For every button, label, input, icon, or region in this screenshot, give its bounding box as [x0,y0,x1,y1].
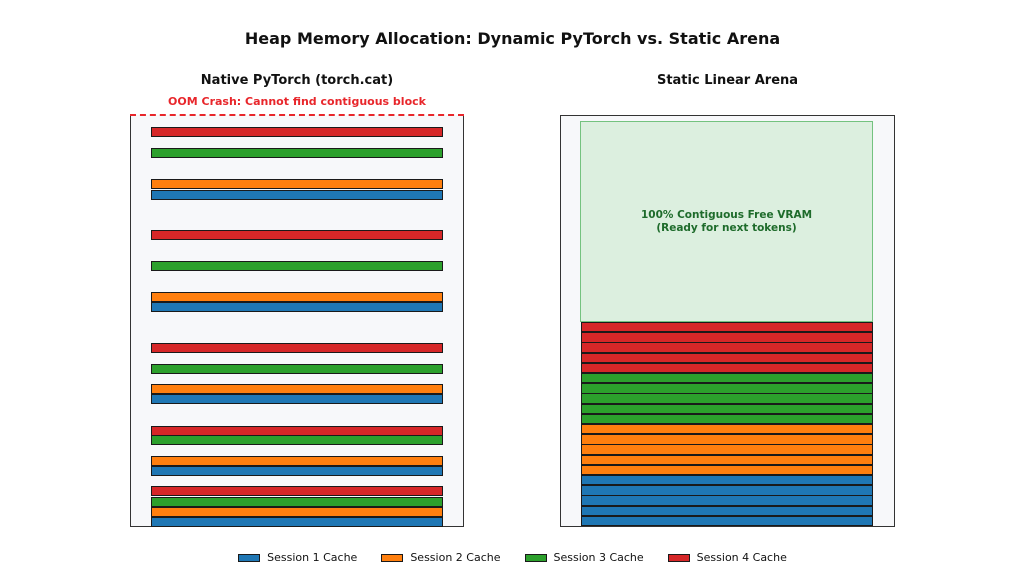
arena-block-session-3 [581,403,873,414]
legend-swatch [667,553,690,562]
legend-swatch [381,553,404,562]
free-vram-sublabel: (Ready for next tokens) [656,221,797,234]
fragmented-block-session-3 [151,148,443,158]
oom-limit-line [130,114,464,116]
fragmented-block-session-4 [151,343,443,353]
free-vram-region: 100% Contiguous Free VRAM (Ready for nex… [580,121,873,322]
fragmented-block-session-1 [151,190,443,200]
legend-label: Session 2 Cache [410,551,501,564]
arena-block-session-3 [581,393,873,404]
fragmented-block-session-1 [151,517,443,527]
right-panel-title: Static Linear Arena [656,73,799,88]
legend-item-session-1: Session 1 Cache [238,551,357,564]
fragmented-block-session-2 [151,456,443,466]
legend-swatch [524,553,547,562]
oom-crash-label: OOM Crash: Cannot find contiguous block [168,95,426,108]
figure-title: Heap Memory Allocation: Dynamic PyTorch … [244,29,781,48]
fragmented-block-session-3 [151,497,443,507]
fragmented-block-session-4 [151,127,443,137]
arena-block-session-2 [581,454,873,465]
fragmented-block-session-3 [151,435,443,445]
arena-block-session-2 [581,444,873,455]
arena-block-session-4 [581,362,873,374]
arena-block-session-1 [581,475,873,486]
arena-block-session-1 [581,515,873,527]
fragmented-block-session-2 [151,507,443,517]
fragmented-block-session-3 [151,261,443,271]
fragmented-block-session-3 [151,364,443,374]
fragmented-block-session-1 [151,394,443,404]
fragmented-block-session-4 [151,486,443,496]
arena-block-session-4 [581,342,873,353]
legend-item-session-2: Session 2 Cache [381,551,501,564]
free-vram-label: 100% Contiguous Free VRAM [640,208,813,221]
arena-block-session-1 [581,485,873,496]
arena-block-session-3 [581,413,873,425]
fragmented-block-session-1 [151,302,443,312]
fragmented-block-session-2 [151,292,443,302]
arena-block-session-1 [581,495,873,506]
legend-label: Session 3 Cache [553,551,644,564]
arena-block-session-2 [581,424,873,435]
arena-block-session-4 [581,322,873,333]
fragmented-block-session-1 [151,466,443,476]
arena-block-session-4 [581,332,873,343]
arena-block-session-2 [581,434,873,445]
arena-block-session-3 [581,373,873,384]
left-panel-title: Native PyTorch (torch.cat) [200,73,394,88]
legend-label: Session 1 Cache [267,551,358,564]
arena-block-session-4 [581,352,873,363]
arena-block-session-1 [581,505,873,516]
legend-item-session-4: Session 4 Cache [667,551,787,564]
legend: Session 1 Cache Session 2 Cache Session … [0,551,1025,564]
fragmented-block-session-4 [151,230,443,240]
legend-label: Session 4 Cache [696,551,787,564]
arena-block-session-2 [581,464,873,476]
fragmented-block-session-2 [151,179,443,189]
fragmented-block-session-2 [151,384,443,394]
arena-block-session-3 [581,383,873,394]
legend-swatch [238,553,261,562]
legend-item-session-3: Session 3 Cache [524,551,644,564]
